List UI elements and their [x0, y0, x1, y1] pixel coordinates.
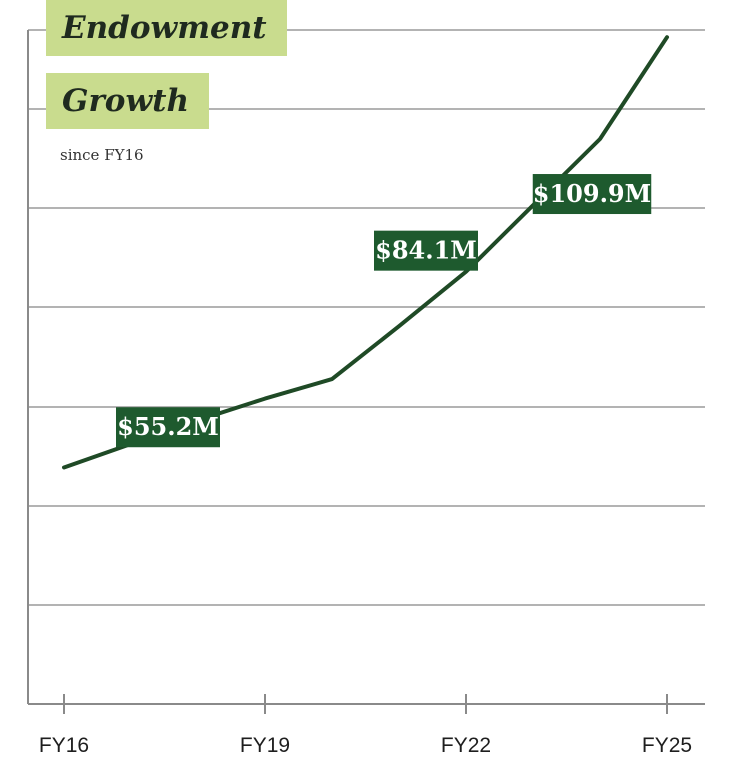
- data-label-text: $55.2M: [117, 412, 219, 441]
- data-label: $109.9M: [532, 174, 652, 215]
- chart-subtitle: since FY16: [60, 146, 144, 164]
- data-label: $55.2M: [116, 407, 220, 448]
- data-label-text: $84.1M: [375, 236, 477, 265]
- axes: FY16 FY19 FY22 FY25: [27, 30, 705, 757]
- data-label-box: [532, 174, 652, 215]
- x-tick-label: FY16: [39, 734, 89, 757]
- chart-title-line-1: Endowment: [46, 0, 287, 56]
- data-label-text: $109.9M: [533, 179, 651, 208]
- data-label-box: [116, 407, 220, 448]
- data-label: $84.1M: [374, 230, 478, 271]
- x-tick-label: FY22: [441, 734, 491, 757]
- data-label-box: [374, 230, 478, 271]
- x-tick-label: FY19: [240, 734, 290, 757]
- x-tick-label: FY25: [642, 734, 692, 757]
- chart-title-line-2: Growth: [46, 73, 210, 129]
- data-labels: $55.2M$84.1M$109.9M$129.7M: [116, 174, 652, 448]
